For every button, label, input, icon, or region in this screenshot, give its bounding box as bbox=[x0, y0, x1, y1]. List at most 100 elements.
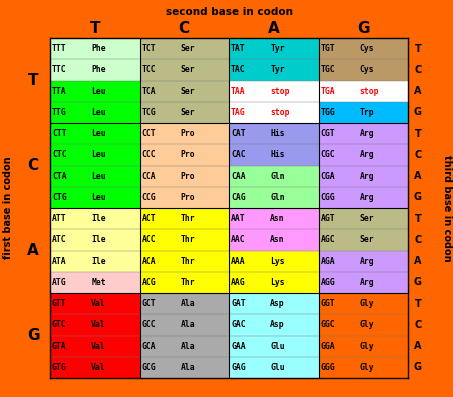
Text: TCC: TCC bbox=[141, 66, 156, 74]
Bar bbox=[229, 357, 318, 378]
Text: C: C bbox=[414, 320, 422, 330]
Text: T: T bbox=[28, 73, 38, 88]
Text: Pro: Pro bbox=[181, 172, 195, 181]
Text: Lys: Lys bbox=[270, 256, 285, 266]
Text: TGA: TGA bbox=[321, 87, 335, 96]
Bar bbox=[50, 335, 140, 357]
Bar bbox=[318, 166, 408, 187]
Text: first base in codon: first base in codon bbox=[3, 157, 13, 259]
Text: GCG: GCG bbox=[141, 363, 156, 372]
Text: Met: Met bbox=[91, 278, 106, 287]
Text: A: A bbox=[268, 21, 280, 36]
Text: AAC: AAC bbox=[231, 235, 246, 245]
Text: Gly: Gly bbox=[360, 299, 374, 308]
Text: ACG: ACG bbox=[141, 278, 156, 287]
Text: CCG: CCG bbox=[141, 193, 156, 202]
Text: third base in codon: third base in codon bbox=[442, 155, 452, 261]
Text: Leu: Leu bbox=[91, 87, 106, 96]
Text: GCC: GCC bbox=[141, 320, 156, 330]
Text: GTT: GTT bbox=[52, 299, 67, 308]
Text: T: T bbox=[414, 129, 421, 139]
Text: Ser: Ser bbox=[181, 108, 195, 117]
Text: AGT: AGT bbox=[321, 214, 335, 223]
Text: Gln: Gln bbox=[270, 172, 285, 181]
Text: His: His bbox=[270, 129, 285, 138]
Text: TCA: TCA bbox=[141, 87, 156, 96]
Text: Arg: Arg bbox=[360, 129, 374, 138]
Bar bbox=[318, 59, 408, 81]
Bar bbox=[140, 272, 229, 293]
Bar bbox=[50, 38, 140, 59]
Text: Arg: Arg bbox=[360, 172, 374, 181]
Bar bbox=[229, 102, 318, 123]
Text: Ala: Ala bbox=[181, 342, 195, 351]
Text: Tyr: Tyr bbox=[270, 44, 285, 53]
Bar bbox=[50, 208, 140, 229]
Text: Asp: Asp bbox=[270, 299, 285, 308]
Bar bbox=[140, 144, 229, 166]
Text: ACA: ACA bbox=[141, 256, 156, 266]
Bar bbox=[140, 314, 229, 335]
Text: CTA: CTA bbox=[52, 172, 67, 181]
Text: TCG: TCG bbox=[141, 108, 156, 117]
Text: Pro: Pro bbox=[181, 150, 195, 159]
Bar bbox=[229, 38, 318, 59]
Text: Thr: Thr bbox=[181, 256, 195, 266]
Text: Arg: Arg bbox=[360, 278, 374, 287]
Text: A: A bbox=[414, 256, 422, 266]
Text: AAG: AAG bbox=[231, 278, 246, 287]
Text: Glu: Glu bbox=[270, 363, 285, 372]
Text: ATT: ATT bbox=[52, 214, 67, 223]
Text: TGG: TGG bbox=[321, 108, 335, 117]
Bar bbox=[318, 272, 408, 293]
Text: stop: stop bbox=[270, 108, 289, 117]
Bar bbox=[229, 314, 318, 335]
Text: ACT: ACT bbox=[141, 214, 156, 223]
Bar bbox=[318, 38, 408, 59]
Text: C: C bbox=[414, 235, 422, 245]
Bar bbox=[229, 123, 318, 144]
Text: AGG: AGG bbox=[321, 278, 335, 287]
Bar bbox=[50, 102, 140, 123]
Text: A: A bbox=[414, 86, 422, 96]
Text: Ala: Ala bbox=[181, 363, 195, 372]
Text: GCA: GCA bbox=[141, 342, 156, 351]
Bar bbox=[140, 187, 229, 208]
Bar bbox=[50, 123, 140, 144]
Bar bbox=[140, 102, 229, 123]
Text: AGC: AGC bbox=[321, 235, 335, 245]
Text: Val: Val bbox=[91, 299, 106, 308]
Text: CAA: CAA bbox=[231, 172, 246, 181]
Text: AAA: AAA bbox=[231, 256, 246, 266]
Text: Trp: Trp bbox=[360, 108, 374, 117]
Text: TTA: TTA bbox=[52, 87, 67, 96]
Bar bbox=[229, 229, 318, 251]
Text: Val: Val bbox=[91, 342, 106, 351]
Text: stop: stop bbox=[360, 87, 379, 96]
Text: Glu: Glu bbox=[270, 342, 285, 351]
Text: Lys: Lys bbox=[270, 278, 285, 287]
Text: GAT: GAT bbox=[231, 299, 246, 308]
Text: G: G bbox=[414, 193, 422, 202]
Text: GTA: GTA bbox=[52, 342, 67, 351]
Text: TAG: TAG bbox=[231, 108, 246, 117]
Text: Ile: Ile bbox=[91, 256, 106, 266]
Bar bbox=[140, 229, 229, 251]
Text: Val: Val bbox=[91, 320, 106, 330]
Text: A: A bbox=[414, 341, 422, 351]
Text: ATG: ATG bbox=[52, 278, 67, 287]
Text: CGT: CGT bbox=[321, 129, 335, 138]
Text: Pro: Pro bbox=[181, 193, 195, 202]
Text: TTG: TTG bbox=[52, 108, 67, 117]
Text: C: C bbox=[414, 150, 422, 160]
Text: G: G bbox=[414, 107, 422, 118]
Bar bbox=[140, 38, 229, 59]
Bar bbox=[50, 251, 140, 272]
Text: T: T bbox=[90, 21, 100, 36]
Text: Ile: Ile bbox=[91, 214, 106, 223]
Bar bbox=[50, 81, 140, 102]
Bar bbox=[229, 251, 318, 272]
Text: Asn: Asn bbox=[270, 214, 285, 223]
Bar bbox=[229, 335, 318, 357]
Bar bbox=[50, 293, 140, 314]
